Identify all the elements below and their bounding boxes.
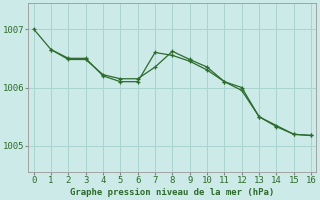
X-axis label: Graphe pression niveau de la mer (hPa): Graphe pression niveau de la mer (hPa) [70, 188, 275, 197]
